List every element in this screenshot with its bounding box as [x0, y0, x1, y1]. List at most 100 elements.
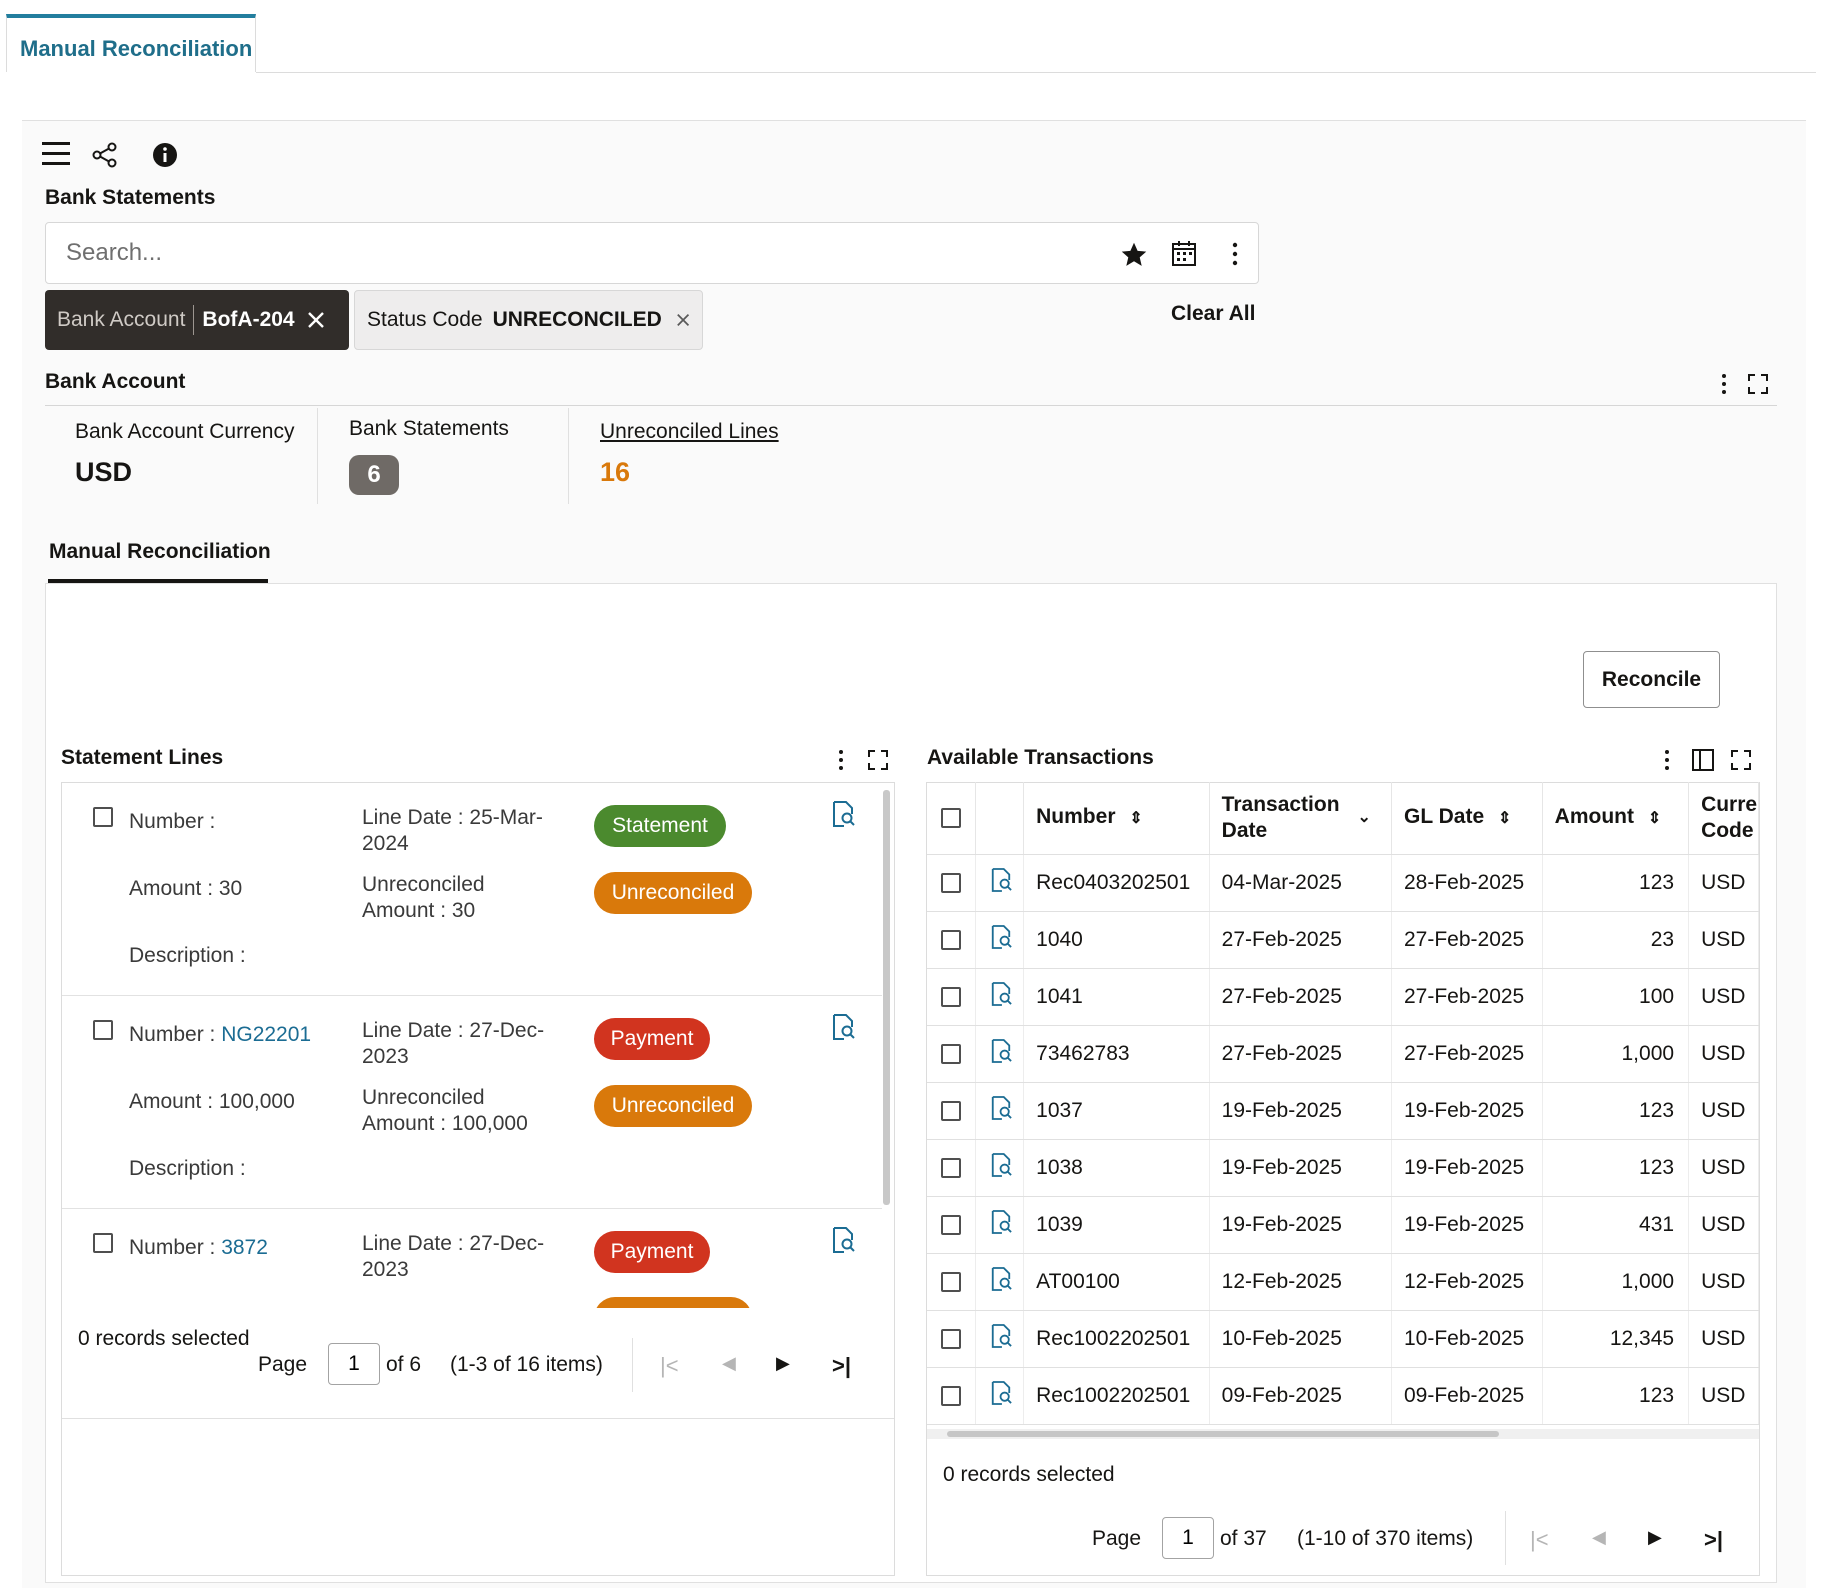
currency-code-link[interactable]: USD: [1688, 1253, 1759, 1311]
transaction-number-link[interactable]: 1037: [1023, 1082, 1210, 1140]
row-select-checkbox[interactable]: [941, 1100, 961, 1121]
transaction-number-link[interactable]: 1039: [1023, 1196, 1210, 1254]
next-page-icon[interactable]: ▶: [776, 1353, 790, 1373]
description-link[interactable]: Description :: [129, 944, 246, 967]
row-select-checkbox[interactable]: [941, 929, 961, 950]
clear-all-button[interactable]: Clear All: [1171, 302, 1256, 325]
list-item[interactable]: Number : NG22201 Line Date : 27-Dec- 2023…: [62, 996, 882, 1209]
table-row[interactable]: 1041 27-Feb-2025 27-Feb-2025 100 USD: [927, 968, 1759, 1026]
last-page-icon[interactable]: >|: [1704, 1527, 1724, 1552]
row-select-checkbox[interactable]: [941, 1043, 961, 1064]
transaction-number-link[interactable]: 1038: [1023, 1139, 1210, 1197]
page-number-input[interactable]: [328, 1343, 380, 1385]
table-row[interactable]: Rec1002202501 09-Feb-2025 09-Feb-2025 123 US…: [927, 1367, 1759, 1425]
hamburger-menu-icon[interactable]: [42, 140, 70, 168]
transactions-more-icon[interactable]: [1663, 748, 1671, 772]
column-header-amount[interactable]: Amount ⇕: [1542, 782, 1690, 855]
transaction-number-link[interactable]: 1040: [1023, 911, 1210, 969]
currency-code-link[interactable]: USD: [1688, 968, 1759, 1026]
table-row[interactable]: 1040 27-Feb-2025 27-Feb-2025 23 USD: [927, 911, 1759, 969]
view-details-icon[interactable]: [990, 1209, 1012, 1234]
view-details-icon[interactable]: [990, 1266, 1012, 1291]
subtab-manual-reconciliation[interactable]: Manual Reconciliation: [49, 540, 271, 563]
bank-account-more-icon[interactable]: [1720, 372, 1728, 396]
next-page-icon[interactable]: ▶: [1648, 1527, 1662, 1547]
table-row[interactable]: 73462783 27-Feb-2025 27-Feb-2025 1,000 USD: [927, 1025, 1759, 1083]
previous-page-icon[interactable]: ◀: [722, 1353, 736, 1373]
currency-code-link[interactable]: USD: [1688, 1310, 1759, 1368]
row-select-checkbox[interactable]: [941, 986, 961, 1007]
bank-account-expand-icon[interactable]: [1748, 374, 1768, 394]
row-select-checkbox[interactable]: [93, 1233, 113, 1253]
currency-code-link[interactable]: USD: [1688, 1025, 1759, 1083]
transaction-number-link[interactable]: 73462783: [1023, 1025, 1210, 1083]
transaction-number-link[interactable]: 1041: [1023, 968, 1210, 1026]
select-all-checkbox[interactable]: [941, 807, 961, 828]
view-details-icon[interactable]: [831, 801, 855, 827]
description-link[interactable]: Description :: [129, 1157, 246, 1180]
calendar-filter-icon[interactable]: [1170, 239, 1200, 269]
column-header-currency-code[interactable]: Curre Code: [1688, 782, 1759, 855]
table-row[interactable]: 1038 19-Feb-2025 19-Feb-2025 123 USD: [927, 1139, 1759, 1197]
column-header-number[interactable]: Number ⇕: [1023, 782, 1210, 855]
info-icon[interactable]: [152, 142, 178, 168]
view-details-icon[interactable]: [831, 1227, 855, 1253]
table-row[interactable]: Rec0403202501 04-Mar-2025 28-Feb-2025 123 US…: [927, 854, 1759, 912]
view-details-icon[interactable]: [990, 1038, 1012, 1063]
view-details-icon[interactable]: [990, 1380, 1012, 1405]
transactions-expand-icon[interactable]: [1731, 750, 1751, 770]
currency-code-link[interactable]: USD: [1688, 1196, 1759, 1254]
currency-code-link[interactable]: USD: [1688, 1082, 1759, 1140]
unreconciled-lines-link[interactable]: Unreconciled Lines: [600, 420, 779, 443]
first-page-icon[interactable]: |<: [1530, 1527, 1549, 1552]
statement-lines-scrollbar[interactable]: [883, 790, 890, 1205]
horizontal-scrollbar[interactable]: [947, 1431, 1499, 1437]
remove-filter-icon[interactable]: [307, 311, 325, 329]
previous-page-icon[interactable]: ◀: [1592, 1527, 1606, 1547]
row-select-checkbox[interactable]: [941, 1328, 961, 1349]
row-select-checkbox[interactable]: [941, 1271, 961, 1292]
last-page-icon[interactable]: >|: [832, 1353, 852, 1378]
view-details-icon[interactable]: [831, 1014, 855, 1040]
row-select-checkbox[interactable]: [941, 1385, 961, 1406]
currency-code-link[interactable]: USD: [1688, 854, 1759, 912]
view-details-icon[interactable]: [990, 1323, 1012, 1348]
row-select-checkbox[interactable]: [941, 1214, 961, 1235]
table-row[interactable]: 1037 19-Feb-2025 19-Feb-2025 123 USD: [927, 1082, 1759, 1140]
transaction-number-link[interactable]: Rec1002202501: [1023, 1367, 1210, 1425]
column-header-transaction-date[interactable]: Transaction Date ⌄: [1209, 782, 1392, 855]
table-row[interactable]: AT00100 12-Feb-2025 12-Feb-2025 1,000 USD: [927, 1253, 1759, 1311]
page-number-input[interactable]: [1162, 1517, 1214, 1559]
view-details-icon[interactable]: [990, 1152, 1012, 1177]
reconcile-button[interactable]: Reconcile: [1583, 651, 1720, 708]
column-header-gl-date[interactable]: GL Date ⇕: [1391, 782, 1543, 855]
row-select-checkbox[interactable]: [93, 807, 113, 827]
first-page-icon[interactable]: |<: [660, 1353, 679, 1378]
currency-code-link[interactable]: USD: [1688, 1367, 1759, 1425]
table-row[interactable]: Rec1002202501 10-Feb-2025 10-Feb-2025 12,34…: [927, 1310, 1759, 1368]
tab-manual-reconciliation[interactable]: Manual Reconciliation: [6, 14, 256, 72]
search-input[interactable]: [66, 237, 866, 269]
search-more-icon[interactable]: [1230, 241, 1240, 267]
statement-lines-expand-icon[interactable]: [868, 750, 888, 770]
filter-chip-status-code[interactable]: Status Code UNRECONCILED: [354, 290, 703, 350]
transaction-number-link[interactable]: Rec1002202501: [1023, 1310, 1210, 1368]
view-details-icon[interactable]: [990, 867, 1012, 892]
statement-lines-more-icon[interactable]: [837, 748, 845, 772]
view-details-icon[interactable]: [990, 981, 1012, 1006]
remove-filter-icon[interactable]: [676, 312, 690, 328]
share-icon[interactable]: [92, 142, 118, 168]
column-layout-icon[interactable]: [1692, 749, 1714, 771]
view-details-icon[interactable]: [990, 924, 1012, 949]
row-select-checkbox[interactable]: [941, 872, 961, 893]
currency-code-link[interactable]: USD: [1688, 1139, 1759, 1197]
view-details-icon[interactable]: [990, 1095, 1012, 1120]
row-select-checkbox[interactable]: [93, 1020, 113, 1040]
list-item[interactable]: Number : Line Date : 25-Mar- 2024 Stateme…: [62, 783, 882, 996]
row-select-checkbox[interactable]: [941, 1157, 961, 1178]
table-row[interactable]: 1039 19-Feb-2025 19-Feb-2025 431 USD: [927, 1196, 1759, 1254]
transaction-number-link[interactable]: Rec0403202501: [1023, 854, 1210, 912]
filter-chip-bank-account[interactable]: Bank Account BofA-204: [45, 290, 349, 350]
transaction-number-link[interactable]: AT00100: [1023, 1253, 1210, 1311]
favorite-star-icon[interactable]: [1120, 241, 1148, 269]
